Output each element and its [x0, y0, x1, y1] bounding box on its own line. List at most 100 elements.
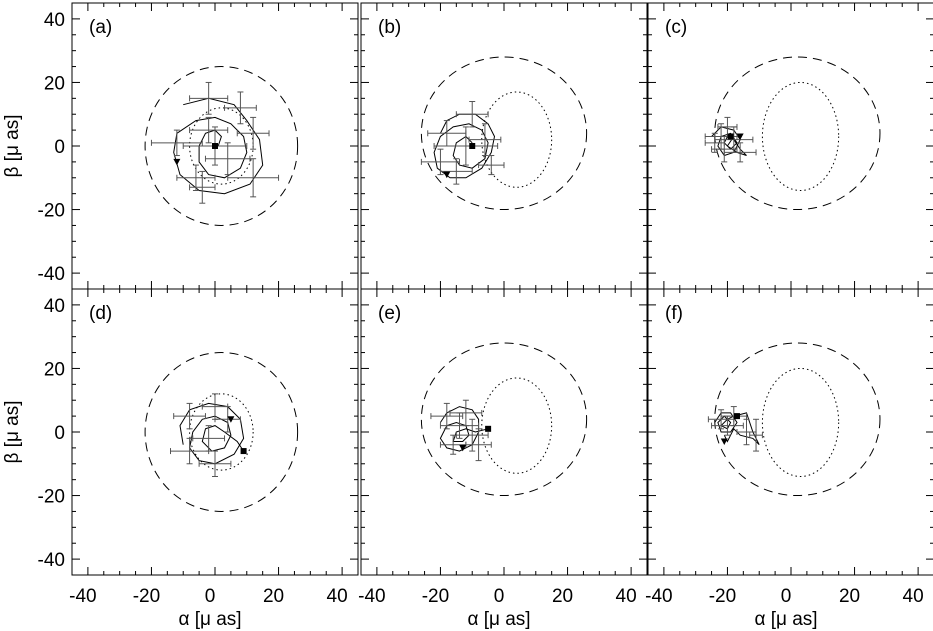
x-tick-label: 20	[839, 586, 860, 607]
error-bar	[714, 126, 754, 153]
error-bar	[704, 132, 725, 153]
error-bar	[192, 425, 226, 452]
panel-a: (a) -40 -20 0 20 40 β [μ as]	[2, 2, 359, 290]
x-tick-label: -20	[422, 586, 449, 607]
y-axis-label: β [μ as]	[2, 114, 23, 177]
error-bar	[189, 81, 229, 115]
start-triangle-marker	[227, 416, 235, 423]
panel-b: (b)	[360, 2, 648, 290]
panel-c: (c)	[647, 2, 933, 290]
end-square-marker	[469, 143, 476, 149]
error-bar	[720, 406, 748, 427]
panel-e: (e) -40 -20 0 20 40 α [μ as]	[358, 288, 648, 630]
x-tick-label: -40	[358, 586, 385, 607]
panel-frame	[71, 288, 359, 576]
dotted-ellipse	[481, 377, 553, 474]
error-bar	[150, 129, 203, 157]
error-bar	[711, 135, 738, 163]
x-axis-label: α [μ as]	[467, 609, 530, 630]
error-bar	[465, 428, 492, 462]
x-tick-label: 40	[616, 586, 637, 607]
x-tick-label: 0	[781, 586, 792, 607]
y-tick-label: -40	[38, 550, 65, 571]
panel-label: (e)	[378, 303, 401, 324]
error-bar	[455, 418, 489, 452]
panel-f: (f) -40 -20 0 20 40 α [μ as]	[645, 288, 933, 630]
panel-d: (d) -40 -20 0 20 40 -40 -20 0 20 40 α [μ as] β [μ as…	[2, 288, 359, 630]
panel-label: (c)	[665, 17, 687, 38]
y-tick-label: -20	[38, 487, 65, 508]
error-bar	[723, 142, 757, 163]
start-triangle-marker	[736, 133, 744, 140]
error-bar	[439, 412, 480, 439]
y-tick-label: 20	[44, 359, 65, 380]
error-bar	[430, 402, 464, 430]
error-bar	[204, 142, 251, 176]
error-bar	[214, 406, 241, 433]
panel-label: (d)	[89, 303, 112, 324]
dashed-ellipse	[420, 56, 588, 211]
error-bar	[749, 418, 763, 452]
x-tick-label: 40	[903, 586, 924, 607]
y-tick-label: -20	[38, 201, 65, 222]
dashed-ellipse	[714, 56, 881, 211]
end-square-marker	[733, 413, 740, 420]
error-bar	[227, 158, 280, 198]
error-bar	[449, 399, 483, 427]
start-triangle-marker	[459, 444, 467, 452]
dotted-ellipse	[761, 81, 840, 191]
error-bar	[189, 170, 216, 204]
error-bar	[468, 123, 502, 157]
panel-label: (a)	[89, 17, 112, 38]
error-bar	[189, 116, 229, 144]
error-bar	[224, 91, 257, 125]
panel-frame	[360, 2, 648, 290]
dashed-ellipse	[714, 342, 881, 497]
error-bar	[170, 437, 210, 465]
error-bar	[433, 126, 499, 166]
dashed-ellipse	[420, 342, 588, 497]
x-tick-label: 0	[494, 586, 505, 607]
end-square-marker	[240, 448, 247, 455]
image-centroid-track	[433, 113, 496, 179]
x-tick-label: -20	[709, 586, 736, 607]
error-bar	[439, 158, 473, 185]
panel-label: (b)	[378, 17, 401, 38]
panel-frame	[647, 2, 933, 290]
error-bar	[198, 450, 232, 477]
x-tick-label: 20	[263, 586, 284, 607]
start-triangle-marker	[173, 158, 181, 166]
x-tick-label: 20	[552, 586, 573, 607]
start-triangle-marker	[720, 438, 728, 446]
error-bar	[173, 402, 206, 430]
dotted-ellipse	[189, 393, 254, 471]
end-square-marker	[727, 133, 734, 140]
x-tick-label: -40	[69, 586, 96, 607]
y-tick-label: 0	[54, 423, 65, 444]
error-bar	[427, 120, 467, 147]
y-tick-label: -40	[38, 264, 65, 285]
y-axis-label: β [μ as]	[2, 400, 23, 463]
x-tick-label: -20	[133, 586, 160, 607]
dashed-ellipse	[144, 352, 299, 512]
x-axis-label: α [μ as]	[754, 609, 817, 630]
x-tick-label: -40	[645, 586, 672, 607]
panel-frame	[360, 288, 648, 576]
start-triangle-marker	[443, 171, 451, 179]
x-tick-label: 0	[205, 586, 216, 607]
panel-label: (f)	[665, 303, 683, 324]
dotted-ellipse	[481, 91, 553, 188]
error-bar	[736, 418, 757, 446]
error-bar	[478, 155, 505, 176]
error-bar	[455, 101, 489, 128]
dashed-ellipse	[144, 66, 299, 226]
error-bar	[201, 393, 229, 420]
y-tick-label: 20	[44, 73, 65, 94]
error-bar	[236, 116, 270, 150]
end-square-marker	[212, 143, 218, 149]
y-tick-label: 40	[44, 10, 65, 31]
x-tick-label: 40	[327, 586, 348, 607]
error-bar	[176, 164, 216, 191]
y-tick-label: 0	[54, 137, 65, 158]
